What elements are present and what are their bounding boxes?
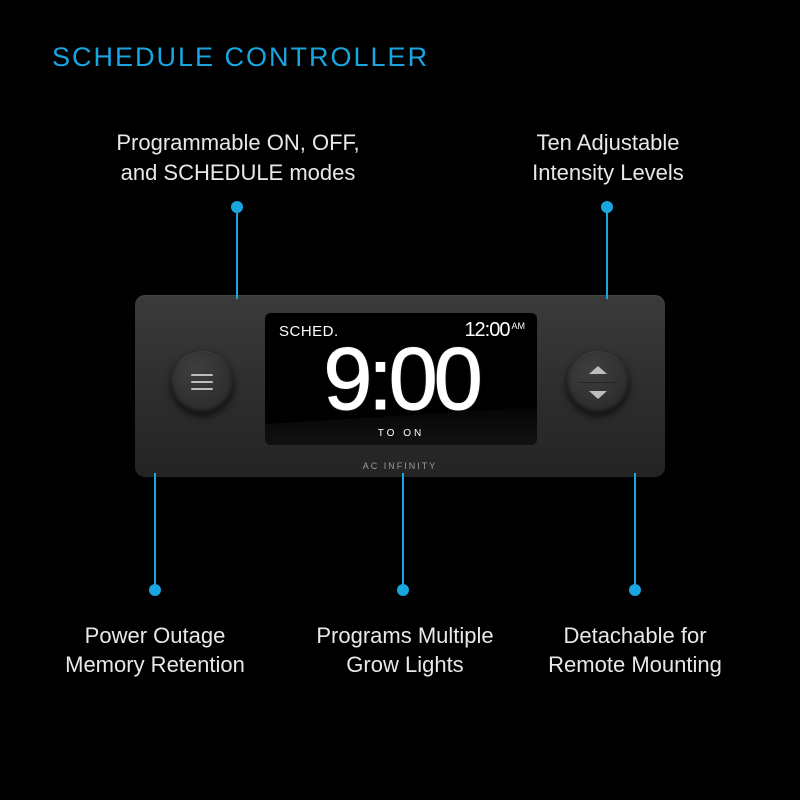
button-divider xyxy=(579,382,617,383)
leader-line xyxy=(634,473,636,586)
callout-intensity: Ten AdjustableIntensity Levels xyxy=(478,128,738,187)
callout-detachable: Detachable forRemote Mounting xyxy=(520,621,750,680)
menu-icon xyxy=(191,374,213,390)
page-title: SCHEDULE CONTROLLER xyxy=(52,42,429,73)
leader-line xyxy=(606,211,608,299)
display-screen: SCHED. 12:00 AM 9:00 TO ON xyxy=(265,313,537,445)
leader-line xyxy=(154,473,156,586)
main-time-value: 9:00 xyxy=(323,335,478,423)
chevron-up-icon xyxy=(589,366,607,374)
callout-modes: Programmable ON, OFF,and SCHEDULE modes xyxy=(108,128,368,187)
clock-ampm: AM xyxy=(512,321,526,331)
chevron-down-icon xyxy=(589,391,607,399)
callout-multi-lights: Programs MultipleGrow Lights xyxy=(290,621,520,680)
callout-memory: Power OutageMemory Retention xyxy=(35,621,275,680)
adjust-button[interactable] xyxy=(567,351,629,413)
brand-label: AC INFINITY xyxy=(135,461,665,471)
leader-line xyxy=(236,211,238,299)
leader-line xyxy=(402,473,404,586)
controller-device: SCHED. 12:00 AM 9:00 TO ON AC INFINITY xyxy=(135,295,665,477)
menu-button[interactable] xyxy=(171,351,233,413)
